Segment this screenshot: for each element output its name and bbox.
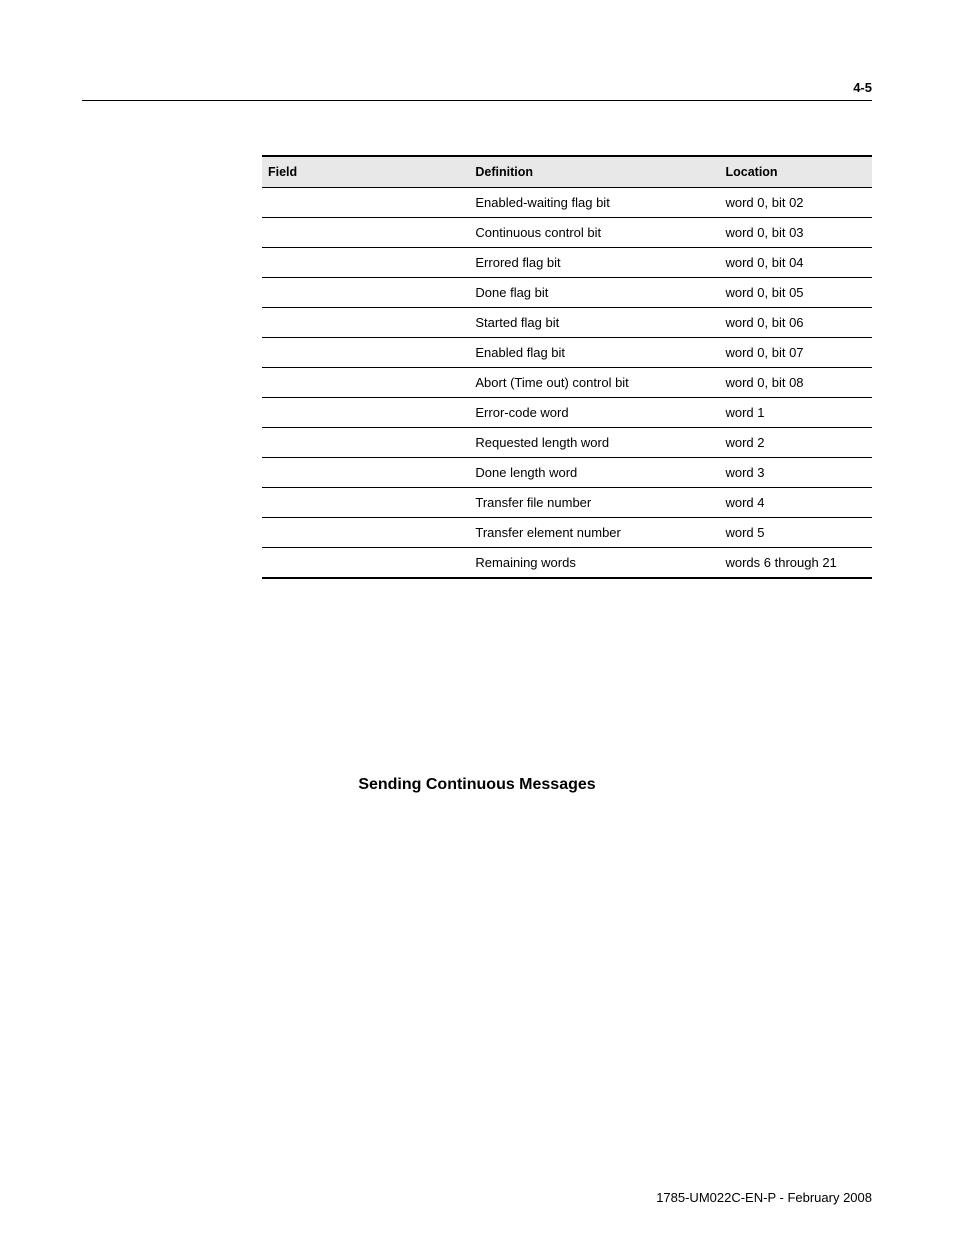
cell-location: word 0, bit 06 <box>719 308 872 338</box>
table-row: Done length wordword 3 <box>262 458 872 488</box>
table-row: Remaining wordswords 6 through 21 <box>262 548 872 579</box>
cell-field <box>262 248 469 278</box>
table-body: Enabled-waiting flag bitword 0, bit 02Co… <box>262 188 872 579</box>
cell-field <box>262 368 469 398</box>
cell-definition: Transfer file number <box>469 488 719 518</box>
cell-field <box>262 428 469 458</box>
footer-text: 1785-UM022C-EN-P - February 2008 <box>656 1190 872 1205</box>
cell-definition: Transfer element number <box>469 518 719 548</box>
header-definition: Definition <box>469 156 719 188</box>
cell-definition: Remaining words <box>469 548 719 579</box>
cell-location: word 1 <box>719 398 872 428</box>
page-number: 4-5 <box>853 80 872 95</box>
cell-definition: Error-code word <box>469 398 719 428</box>
cell-definition: Requested length word <box>469 428 719 458</box>
table-row: Errored flag bitword 0, bit 04 <box>262 248 872 278</box>
cell-location: word 4 <box>719 488 872 518</box>
cell-field <box>262 338 469 368</box>
cell-location: word 0, bit 05 <box>719 278 872 308</box>
cell-location: word 2 <box>719 428 872 458</box>
cell-definition: Enabled flag bit <box>469 338 719 368</box>
table-row: Error-code wordword 1 <box>262 398 872 428</box>
cell-field <box>262 458 469 488</box>
cell-location: word 0, bit 02 <box>719 188 872 218</box>
cell-field <box>262 308 469 338</box>
table-row: Abort (Time out) control bitword 0, bit … <box>262 368 872 398</box>
cell-location: word 3 <box>719 458 872 488</box>
cell-definition: Done length word <box>469 458 719 488</box>
cell-definition: Done flag bit <box>469 278 719 308</box>
cell-definition: Enabled-waiting flag bit <box>469 188 719 218</box>
definition-table: Field Definition Location Enabled-waitin… <box>262 155 872 579</box>
table-row: Done flag bitword 0, bit 05 <box>262 278 872 308</box>
cell-location: words 6 through 21 <box>719 548 872 579</box>
cell-field <box>262 188 469 218</box>
cell-field <box>262 278 469 308</box>
table-row: Started flag bitword 0, bit 06 <box>262 308 872 338</box>
table-row: Transfer file numberword 4 <box>262 488 872 518</box>
cell-definition: Abort (Time out) control bit <box>469 368 719 398</box>
cell-field <box>262 488 469 518</box>
cell-location: word 0, bit 04 <box>719 248 872 278</box>
table-row: Continuous control bitword 0, bit 03 <box>262 218 872 248</box>
cell-definition: Errored flag bit <box>469 248 719 278</box>
cell-field <box>262 218 469 248</box>
header-field: Field <box>262 156 469 188</box>
table-row: Enabled flag bitword 0, bit 07 <box>262 338 872 368</box>
cell-location: word 0, bit 07 <box>719 338 872 368</box>
cell-field <box>262 398 469 428</box>
cell-location: word 5 <box>719 518 872 548</box>
table-row: Enabled-waiting flag bitword 0, bit 02 <box>262 188 872 218</box>
cell-definition: Started flag bit <box>469 308 719 338</box>
cell-field <box>262 518 469 548</box>
header-location: Location <box>719 156 872 188</box>
cell-field <box>262 548 469 579</box>
cell-location: word 0, bit 03 <box>719 218 872 248</box>
top-rule <box>82 100 872 101</box>
table-header-row: Field Definition Location <box>262 156 872 188</box>
table-row: Transfer element numberword 5 <box>262 518 872 548</box>
table-container: Field Definition Location Enabled-waitin… <box>262 155 872 579</box>
table-row: Requested length wordword 2 <box>262 428 872 458</box>
section-heading: Sending Continuous Messages <box>0 776 954 794</box>
cell-definition: Continuous control bit <box>469 218 719 248</box>
cell-location: word 0, bit 08 <box>719 368 872 398</box>
